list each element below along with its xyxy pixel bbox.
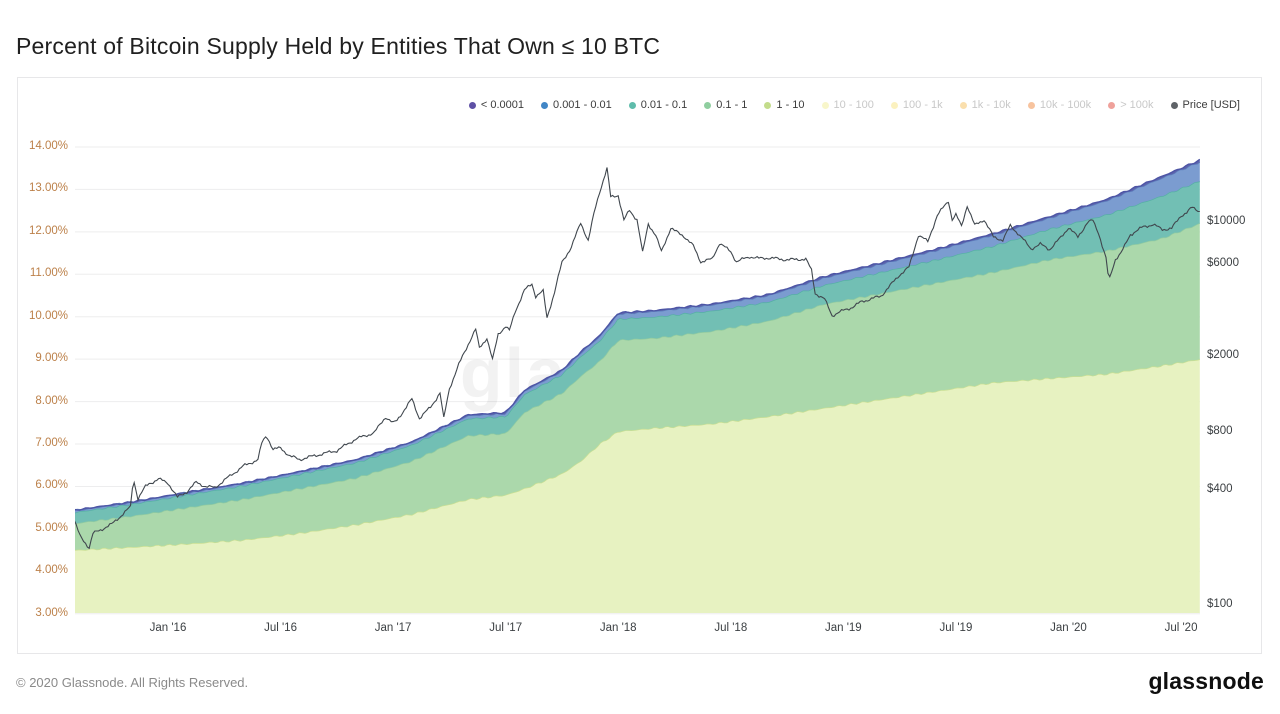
x-tick-label: Jul '16 (264, 622, 297, 634)
x-tick-label: Jan '17 (374, 622, 412, 634)
glassnode-logo[interactable]: glassnode (1148, 668, 1264, 694)
legend-label: 0.1 - 1 (716, 99, 748, 111)
legend-label: Price [USD] (1182, 99, 1240, 111)
y-right-tick-label: $400 (1207, 482, 1233, 495)
legend-item-10-100[interactable]: 10 - 100 (821, 99, 874, 111)
x-tick-label: Jan '16 (149, 622, 187, 634)
legend-color-dot (628, 101, 636, 109)
x-tick-label: Jul '18 (714, 622, 748, 634)
y-left-tick-label: 13.00% (28, 182, 68, 195)
legend-item-price-usd-[interactable]: Price [USD] (1170, 99, 1240, 111)
y-right-tick-label: $100 (1207, 598, 1233, 610)
y-left-tick-label: 7.00% (35, 437, 68, 450)
footer-copyright: © 2020 Glassnode. All Rights Reserved. (16, 675, 249, 690)
y-right-tick-label: $10000 (1207, 215, 1246, 227)
legend-label: 0.01 - 0.1 (640, 99, 688, 111)
legend-label: 10k - 100k (1039, 99, 1092, 111)
legend-item-1k-10k[interactable]: 1k - 10k (959, 99, 1011, 111)
chart-legend: < 0.0001 0.001 - 0.01 0.01 - 0.1 0.1 - 1 1 -… (80, 99, 1240, 111)
legend-color-dot (959, 101, 967, 109)
legend-label: > 100k (1120, 99, 1154, 111)
legend-color-dot (1108, 101, 1116, 109)
legend-color-dot (1170, 101, 1178, 109)
y-left-tick-label: 5.00% (35, 521, 68, 534)
y-right-tick-label: $2000 (1207, 348, 1239, 361)
legend-item-0-1-1[interactable]: 0.1 - 1 (704, 99, 747, 111)
x-tick-label: Jan '18 (599, 622, 637, 634)
x-tick-label: Jul '20 (1164, 622, 1198, 634)
y-left-tick-label: 6.00% (35, 479, 68, 492)
plot-area[interactable] (75, 108, 1200, 613)
legend-label: 1k - 10k (971, 99, 1011, 111)
y-left-tick-label: 12.00% (28, 224, 68, 237)
legend-item-10k-100k[interactable]: 10k - 100k (1027, 99, 1092, 111)
legend-color-dot (764, 101, 772, 109)
legend-item-0-01-0-1[interactable]: 0.01 - 0.1 (628, 99, 688, 111)
y-left-tick-label: 9.00% (35, 352, 68, 365)
x-tick-label: Jan '19 (824, 622, 862, 634)
y-left-tick-label: 3.00% (35, 606, 68, 619)
y-right-tick-label: $800 (1207, 425, 1233, 438)
legend-item-100-1k[interactable]: 100 - 1k (890, 99, 943, 111)
legend-item--100k[interactable]: > 100k (1108, 99, 1154, 111)
y-left-tick-label: 11.00% (29, 267, 68, 280)
legend-label: 10 - 100 (833, 99, 874, 111)
legend-color-dot (821, 101, 829, 109)
legend-label: 100 - 1k (902, 99, 943, 111)
y-left-tick-label: 10.00% (28, 309, 68, 322)
y-left-tick-label: 4.00% (35, 564, 68, 577)
legend-label: 0.001 - 0.01 (553, 99, 612, 111)
legend-color-dot (1027, 101, 1035, 109)
legend-item-1-10[interactable]: 1 - 10 (764, 99, 805, 111)
legend-color-dot (541, 101, 549, 109)
legend-color-dot (468, 101, 476, 109)
legend-color-dot (890, 101, 898, 109)
y-left-tick-label: 8.00% (35, 394, 68, 407)
legend-label: < 0.0001 (480, 99, 525, 111)
x-tick-label: Jul '19 (939, 622, 973, 634)
y-left-tick-label: 14.00% (28, 140, 68, 152)
legend-item--0-0001[interactable]: < 0.0001 (468, 99, 525, 111)
legend-color-dot (704, 101, 712, 109)
legend-label: 1 - 10 (776, 99, 805, 111)
x-tick-label: Jul '17 (489, 622, 523, 634)
x-tick-label: Jan '20 (1050, 622, 1087, 634)
y-right-tick-label: $6000 (1207, 257, 1239, 270)
legend-item-0-001-0-01[interactable]: 0.001 - 0.01 (541, 99, 612, 111)
page-title: Percent of Bitcoin Supply Held by Entiti… (16, 33, 661, 60)
